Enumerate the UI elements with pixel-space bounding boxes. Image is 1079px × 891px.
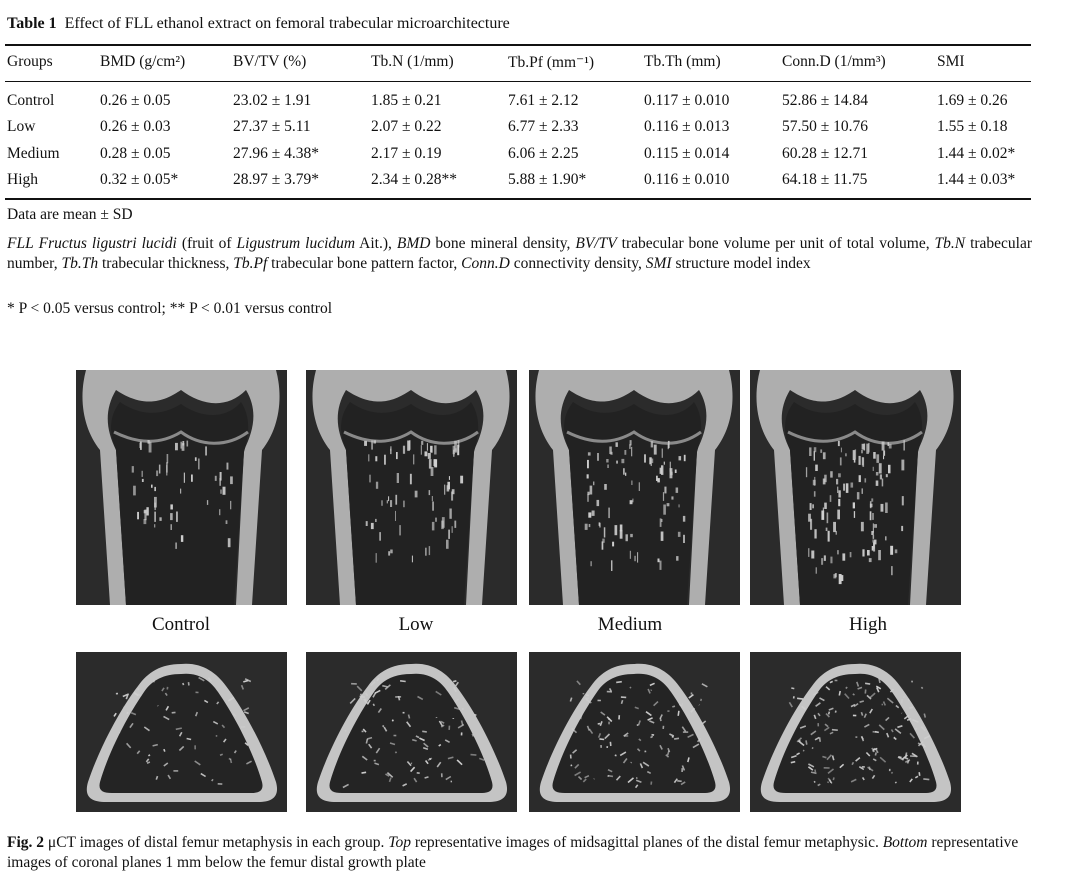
- cell-smi: 1.55 ± 0.18: [937, 118, 1008, 135]
- cell-tbth: 0.117 ± 0.010: [644, 92, 730, 109]
- abbr-extra: Ait.),: [355, 235, 397, 252]
- cell-smi: 1.44 ± 0.02*: [937, 145, 1016, 162]
- cell-tbth: 0.116 ± 0.013: [644, 118, 730, 135]
- panel-label-medium: Medium: [597, 614, 663, 635]
- header-tbpf: Tb.Pf (mm⁻¹): [508, 54, 595, 71]
- abbr-extra: (fruit of: [176, 235, 237, 252]
- figure-caption: Fig. 2 μCT images of distal femur metaph…: [7, 833, 1033, 873]
- abbr-term: Tb.Th: [61, 255, 99, 272]
- sagittal-image-medium: [529, 370, 740, 605]
- header-connd: Conn.D (1/mm³): [782, 53, 886, 70]
- cell-connd: 57.50 ± 10.76: [782, 118, 869, 135]
- caption-text: μCT images of distal femur metaphysis in…: [44, 834, 389, 851]
- abbr-term: Tb.N: [934, 235, 966, 252]
- table-label: Table 1: [7, 15, 57, 32]
- table-bottom-rule: [5, 198, 1031, 200]
- caption-text: representative images of midsagittal pla…: [410, 834, 883, 851]
- cell-tbpf: 5.88 ± 1.90*: [508, 171, 587, 188]
- table-caption: Table 1 Effect of FLL ethanol extract on…: [7, 15, 510, 33]
- panel-label-control: Control: [151, 614, 211, 635]
- cell-bvtv: 23.02 ± 1.91: [233, 92, 312, 109]
- abbr-def: structure model index: [675, 255, 811, 272]
- coronal-image-medium: [529, 652, 740, 812]
- cell-tbth: 0.116 ± 0.010: [644, 171, 730, 188]
- abbr-def: trabecular bone pattern factor: [271, 255, 454, 272]
- row-group: Control: [7, 92, 55, 109]
- table-header-rule: [5, 81, 1031, 82]
- cell-tbpf: 6.06 ± 2.25: [508, 145, 579, 162]
- cell-connd: 52.86 ± 14.84: [782, 92, 869, 109]
- caption-emph: Bottom: [882, 834, 928, 851]
- table-title: Effect of FLL ethanol extract on femoral…: [64, 15, 510, 32]
- abbr-term: Tb.Pf: [233, 255, 268, 272]
- header-groups: Groups: [7, 53, 53, 70]
- cell-bvtv: 28.97 ± 3.79*: [233, 171, 320, 188]
- header-tbn: Tb.N (1/mm): [371, 53, 454, 70]
- caption-text: representative images of coronal planes …: [7, 834, 1019, 871]
- cell-smi: 1.44 ± 0.03*: [937, 171, 1016, 188]
- cell-bvtv: 27.96 ± 4.38*: [233, 145, 320, 162]
- abbr-def: Fructus ligustri lucidi: [38, 235, 177, 252]
- caption-emph: Top: [388, 834, 411, 851]
- header-bmd: BMD (g/cm²): [100, 53, 186, 70]
- table-significance-note: * P < 0.05 versus control; ** P < 0.01 v…: [7, 300, 333, 317]
- cell-tbn: 2.07 ± 0.22: [371, 118, 442, 135]
- row-group: High: [7, 171, 38, 188]
- cell-bvtv: 27.37 ± 5.11: [233, 118, 311, 135]
- cell-tbth: 0.115 ± 0.014: [644, 145, 730, 162]
- table-top-rule: [5, 44, 1031, 46]
- sagittal-image-high: [750, 370, 961, 605]
- abbr-term: Conn.D: [461, 255, 510, 272]
- cell-bmd: 0.28 ± 0.05: [100, 145, 171, 162]
- header-tbth: Tb.Th (mm): [644, 53, 721, 70]
- abbr-def: bone mineral density: [435, 235, 567, 252]
- cell-bmd: 0.26 ± 0.03: [100, 118, 171, 135]
- table-abbreviations: FLL Fructus ligustri lucidi (fruit of Li…: [7, 235, 1033, 272]
- sagittal-image-control: [76, 370, 287, 605]
- coronal-image-low: [306, 652, 517, 812]
- abbr-term: SMI: [645, 255, 672, 272]
- panel-label-low: Low: [398, 614, 434, 635]
- cell-tbpf: 7.61 ± 2.12: [508, 92, 579, 109]
- header-smi: SMI: [937, 53, 965, 70]
- cell-smi: 1.69 ± 0.26: [937, 92, 1008, 109]
- abbr-species: Ligustrum lucidum: [236, 235, 356, 252]
- table-note-mean: Data are mean ± SD: [7, 206, 133, 223]
- cell-tbn: 2.34 ± 0.28**: [371, 171, 458, 188]
- panel-label-high: High: [849, 614, 887, 635]
- coronal-image-control: [76, 652, 287, 812]
- cell-bmd: 0.32 ± 0.05*: [100, 171, 179, 188]
- abbr-def: trabecular number: [7, 235, 1033, 272]
- abbr-term: FLL: [7, 235, 34, 252]
- cell-tbpf: 6.77 ± 2.33: [508, 118, 579, 135]
- header-bvtv: BV/TV (%): [233, 53, 307, 70]
- cell-connd: 60.28 ± 12.71: [782, 145, 869, 162]
- row-group: Low: [7, 118, 36, 135]
- cell-bmd: 0.26 ± 0.05: [100, 92, 171, 109]
- abbr-term: BV/TV: [575, 235, 617, 252]
- coronal-image-high: [750, 652, 961, 812]
- cell-connd: 64.18 ± 11.75: [782, 171, 868, 188]
- cell-tbn: 1.85 ± 0.21: [371, 92, 442, 109]
- abbr-def: trabecular thickness: [101, 255, 226, 272]
- abbr-def: connectivity density: [513, 255, 638, 272]
- row-group: Medium: [7, 145, 60, 162]
- abbr-def: trabecular bone volume per unit of total…: [621, 235, 926, 252]
- figure-label: Fig. 2: [7, 834, 45, 851]
- sagittal-image-low: [306, 370, 517, 605]
- cell-tbn: 2.17 ± 0.19: [371, 145, 442, 162]
- abbr-term: BMD: [396, 235, 431, 252]
